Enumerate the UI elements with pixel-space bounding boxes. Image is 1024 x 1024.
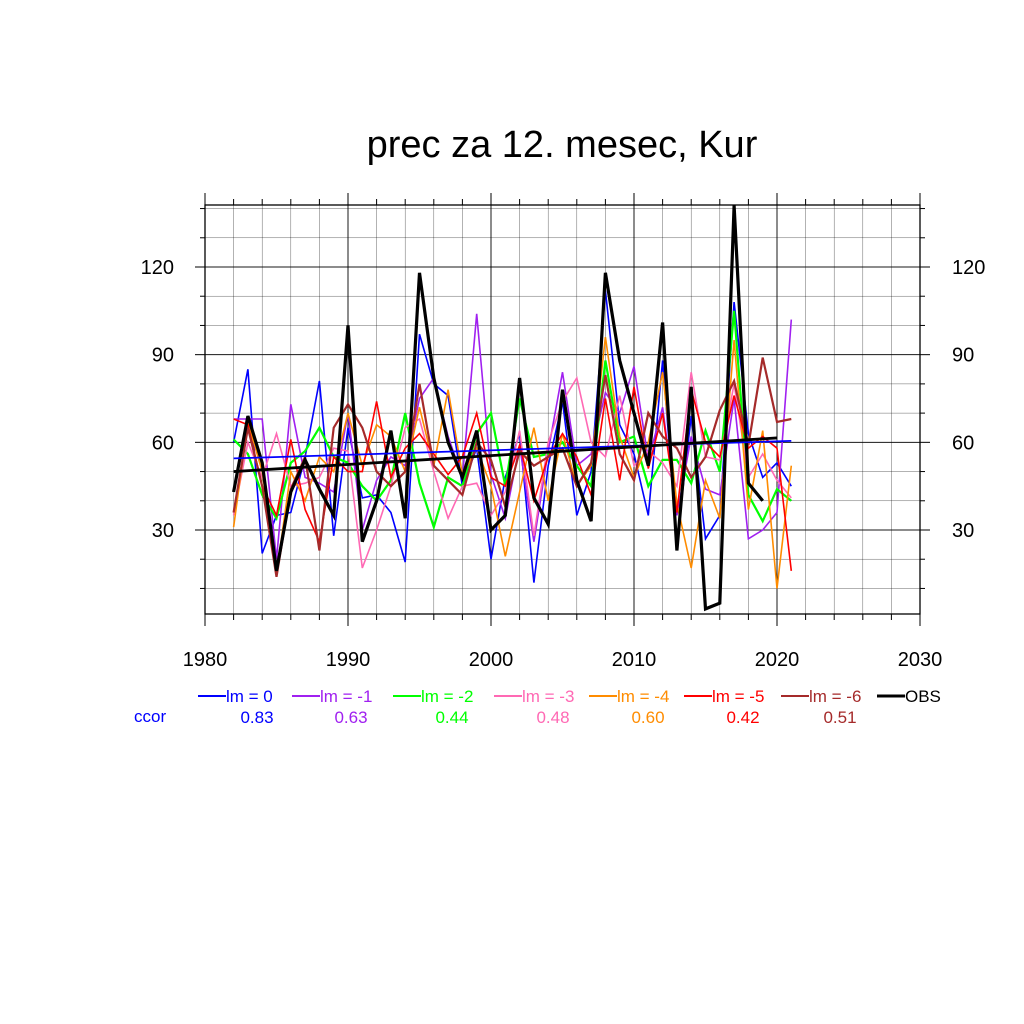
y-tick-label-left: 90 bbox=[152, 345, 174, 367]
grid bbox=[204, 205, 921, 614]
x-tick-label: 2030 bbox=[898, 649, 943, 671]
y-tick-label-left: 30 bbox=[152, 520, 174, 542]
legend-item: lm = -3 0.48 bbox=[494, 687, 574, 727]
plot-frame bbox=[204, 204, 921, 615]
legend-item: lm = -6 0.51 bbox=[781, 687, 861, 727]
y-tick-label-right: 90 bbox=[952, 345, 974, 367]
ccor-value: 0.44 bbox=[435, 708, 468, 727]
chart-title: prec za 12. mesec, Kur bbox=[367, 124, 758, 166]
trend-line-obs bbox=[233, 436, 778, 473]
series-line-obs bbox=[232, 205, 764, 612]
ccor-value: 0.51 bbox=[823, 708, 856, 727]
x-tick-label: 1990 bbox=[326, 649, 371, 671]
legend-item: lm = 0 0.83 bbox=[198, 687, 274, 727]
axes: 1980 1990 2000 2010 2020 2030 30 30 60 60 90 90 120 1… bbox=[141, 193, 985, 671]
legend-item: lm = -2 0.44 bbox=[393, 687, 473, 727]
legend-label: lm = -6 bbox=[809, 687, 861, 706]
legend-label: lm = 0 bbox=[226, 687, 273, 706]
series-layer bbox=[232, 205, 793, 612]
legend-item: lm = -5 0.42 bbox=[684, 687, 764, 727]
legend-label: lm = -5 bbox=[712, 687, 764, 706]
ccor-value: 0.63 bbox=[334, 708, 367, 727]
ccor-value: 0.83 bbox=[240, 708, 273, 727]
legend-label: lm = -2 bbox=[421, 687, 473, 706]
legend-label: lm = -4 bbox=[617, 687, 669, 706]
series-line-lm-6 bbox=[232, 357, 792, 577]
ccor-label: ccor bbox=[134, 707, 166, 726]
legend-item: lm = -1 0.63 bbox=[292, 687, 372, 727]
legend-label: lm = -3 bbox=[522, 687, 574, 706]
ccor-value: 0.42 bbox=[726, 708, 759, 727]
x-tick-label: 2010 bbox=[612, 649, 657, 671]
ccor-value: 0.48 bbox=[536, 708, 569, 727]
y-tick-label-left: 120 bbox=[141, 257, 174, 279]
x-tick-label: 2000 bbox=[469, 649, 514, 671]
y-tick-label-right: 30 bbox=[952, 520, 974, 542]
legend-label: OBS bbox=[905, 687, 941, 706]
ccor-value: 0.60 bbox=[631, 708, 664, 727]
y-tick-label-right: 60 bbox=[952, 432, 974, 454]
series-line-lm-2 bbox=[232, 310, 792, 531]
legend-label: lm = -1 bbox=[320, 687, 372, 706]
y-tick-label-left: 60 bbox=[152, 432, 174, 454]
y-tick-label-right: 120 bbox=[952, 257, 985, 279]
series-line-lm-4 bbox=[232, 336, 793, 589]
legend-item: OBS bbox=[877, 687, 941, 706]
legend-item: lm = -4 0.60 bbox=[589, 687, 669, 727]
x-tick-label: 2020 bbox=[755, 649, 800, 671]
x-tick-label: 1980 bbox=[183, 649, 228, 671]
